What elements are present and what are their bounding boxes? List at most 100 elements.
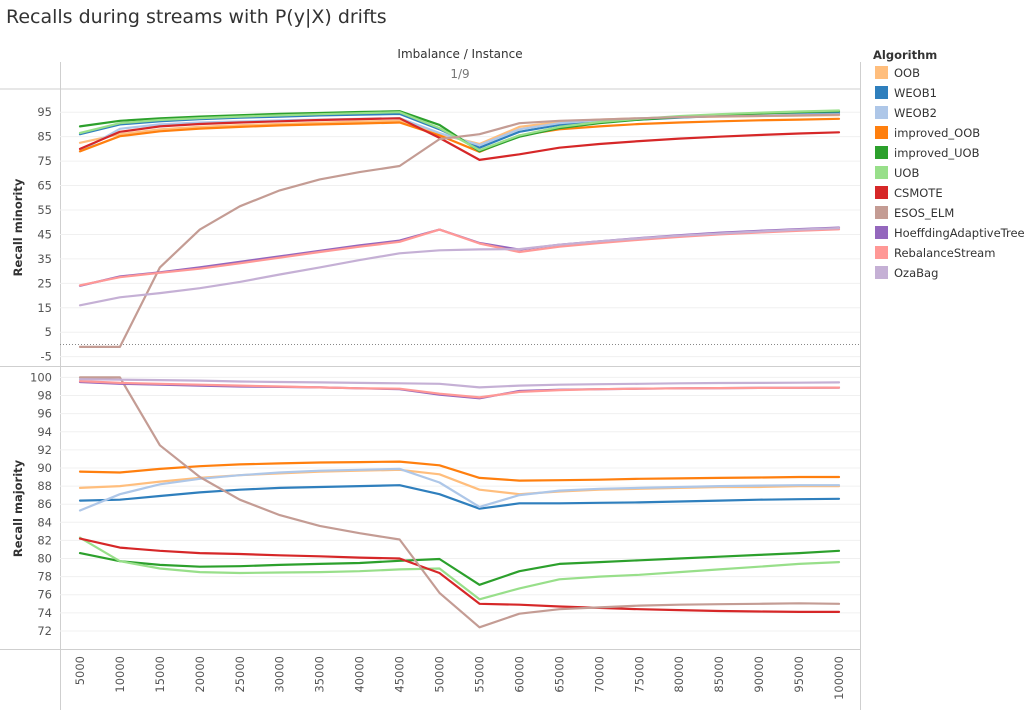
x-tick-label: 75000 [632,656,646,693]
series-line-improved-uob[interactable] [78,549,841,586]
series-line-ozabag[interactable] [78,227,841,307]
x-tick-label: 35000 [313,656,327,693]
legend-label: RebalanceStream [894,246,996,260]
legend-swatch [875,166,888,179]
series-line-esos-elm[interactable] [78,376,841,629]
series-line-csmote[interactable] [78,117,841,161]
y-tick-label: 25 [37,276,52,290]
y-tick-label: 86 [37,497,52,511]
legend-item[interactable]: RebalanceStream [873,243,1031,263]
legend-label: UOB [894,166,920,180]
x-tick-label: 80000 [672,656,686,693]
y-tick-label: 98 [37,389,52,403]
series-line-improved-oob[interactable] [78,117,841,153]
series-line-ozabag[interactable] [78,378,841,389]
legend-item[interactable]: OOB [873,63,1031,83]
x-tick-label: 90000 [752,656,766,693]
x-tick-label: 65000 [552,656,566,693]
x-tick-label: 50000 [433,656,447,693]
x-tick-label: 85000 [712,656,726,693]
y-tick-label: 82 [37,533,52,547]
y-tick-label: 76 [37,588,52,602]
y-axis-label: Recall majority [11,459,25,557]
series-line-uob[interactable] [78,536,841,601]
x-tick-label: 45000 [393,656,407,693]
y-tick-label: 15 [37,301,52,315]
x-tick-label: 100000 [832,656,846,700]
legend-swatch [875,146,888,159]
y-tick-label: 84 [37,515,52,529]
legend-swatch [875,226,888,239]
legend-item[interactable]: WEOB2 [873,103,1031,123]
y-tick-label: -5 [41,350,52,364]
legend-item[interactable]: HoeffdingAdaptiveTree [873,223,1031,243]
legend-label: CSMOTE [894,186,943,200]
y-tick-label: 75 [37,154,52,168]
legend-swatch [875,246,888,259]
y-tick-label: 5 [45,325,52,339]
series-line-weob2[interactable] [78,467,841,512]
y-tick-label: 94 [37,425,52,439]
x-tick-label: 10000 [113,656,127,693]
legend-title: Algorithm [873,48,938,62]
x-tick-label: 70000 [592,656,606,693]
legend-label: HoeffdingAdaptiveTree [894,226,1025,240]
y-tick-label: 74 [37,606,52,620]
x-tick-label: 30000 [273,656,287,693]
chart-title: Recalls during streams with P(y|X) drift… [6,6,387,28]
y-tick-label: 72 [37,624,52,638]
series-line-rebalancestream[interactable] [78,380,841,399]
legend-item[interactable]: improved_UOB [873,143,1031,163]
chart-area: Imbalance / Instance 1/9 95 85 75 65 55 45 35 2… [0,47,861,710]
series-line-uob[interactable] [78,109,841,152]
legend-item[interactable]: CSMOTE [873,183,1031,203]
legend-label: ESOS_ELM [894,206,955,220]
y-tick-label: 80 [37,552,52,566]
y-tick-label: 88 [37,479,52,493]
y-axis-label: Recall minority [11,178,25,276]
x-tick-label: 5000 [73,656,87,685]
legend-swatch [875,266,888,279]
series-line-csmote[interactable] [78,537,841,614]
y-tick-label: 96 [37,407,52,421]
series-line-esos-elm[interactable] [78,113,841,348]
x-tick-label: 60000 [512,656,526,693]
y-tick-label: 90 [37,461,52,475]
series-line-weob1[interactable] [78,484,841,510]
recall-majority-panel: 100 98 96 94 92 90 88 86 84 82 80 78 76 74 72 Recall ma… [11,370,860,638]
legend-swatch [875,206,888,219]
y-tick-label: 65 [37,179,52,193]
legend-swatch [875,66,888,79]
x-tick-label: 25000 [233,656,247,693]
y-tick-label: 85 [37,130,52,144]
x-tick-label: 40000 [353,656,367,693]
y-tick-label: 55 [37,203,52,217]
legend-label: improved_OOB [894,126,981,140]
legend-swatch [875,186,888,199]
legend-label: improved_UOB [894,146,980,160]
legend-item[interactable]: improved_OOB [873,123,1031,143]
x-tick-label: 15000 [153,656,167,693]
y-tick-label: 35 [37,252,52,266]
legend-item[interactable]: UOB [873,163,1031,183]
column-header: Imbalance / Instance [397,47,522,61]
y-tick-label: 45 [37,227,52,241]
series-line-rebalancestream[interactable] [78,228,841,287]
legend-label: OzaBag [894,266,939,280]
y-tick-label: 95 [37,105,52,119]
legend-item[interactable]: ESOS_ELM [873,203,1031,223]
legend-swatch [875,126,888,139]
legend-label: WEOB2 [894,106,937,120]
recall-minority-panel: 95 85 75 65 55 45 35 25 15 5 -5 Recall minority [11,105,860,364]
x-axis: 5000 10000 15000 20000 25000 30000 35000 40000 4… [73,656,846,700]
x-tick-label: 95000 [792,656,806,693]
y-tick-label: 78 [37,570,52,584]
x-tick-label: 55000 [472,656,486,693]
legend-item[interactable]: WEOB1 [873,83,1031,103]
x-tick-label: 20000 [193,656,207,693]
legend-item[interactable]: OzaBag [873,263,1031,283]
series-line-improved-oob[interactable] [78,460,841,482]
y-tick-label: 92 [37,443,52,457]
legend-swatch [875,86,888,99]
